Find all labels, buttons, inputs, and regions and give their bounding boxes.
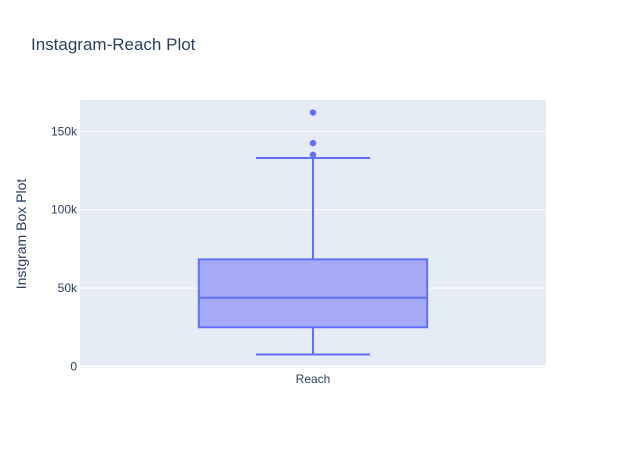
- outlier-point: [309, 151, 317, 159]
- box-reach: [197, 109, 429, 356]
- chart-title: Instagram-Reach Plot: [31, 35, 196, 54]
- outlier-point: [309, 139, 317, 147]
- x-tick-label: Reach: [296, 372, 331, 386]
- boxes: [197, 109, 429, 356]
- y-tick-label: 50k: [58, 281, 78, 295]
- x-axis-ticks: Reach: [296, 372, 331, 386]
- outlier-point: [309, 109, 317, 116]
- y-tick-label: 0: [70, 359, 77, 373]
- y-axis-ticks: 0 50k 100k 150k: [51, 124, 78, 373]
- y-axis-label: Instgram Box Plot: [13, 179, 29, 290]
- y-tick-label: 150k: [51, 124, 78, 138]
- iqr-box: [197, 258, 429, 329]
- y-tick-label: 100k: [51, 203, 78, 217]
